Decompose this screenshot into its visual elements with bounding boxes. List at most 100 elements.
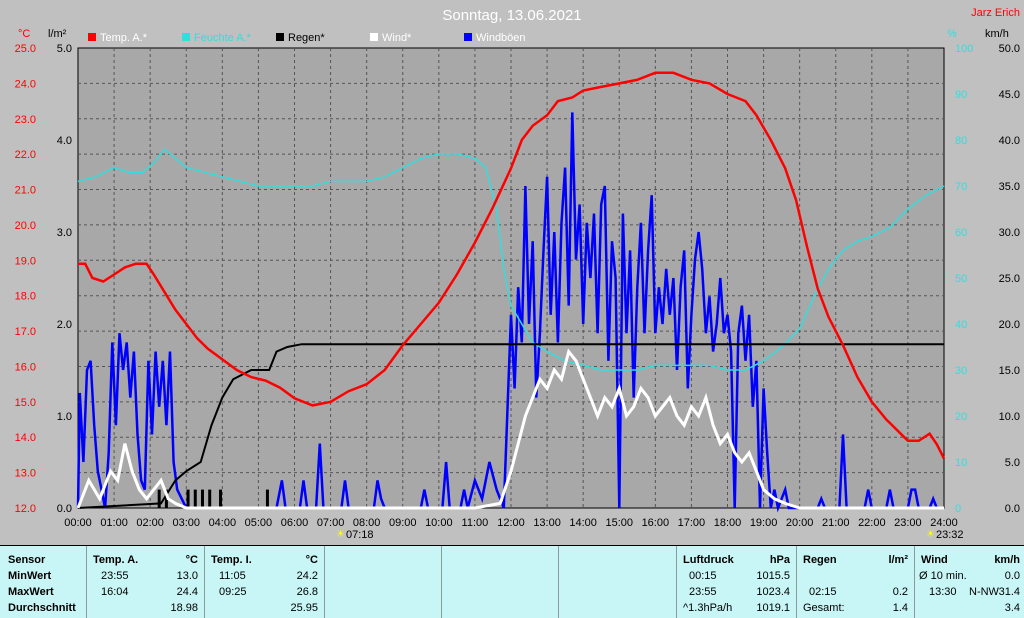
temp-i-min: 24.2 [296,570,318,582]
temp-tick-label: 19.0 [15,255,36,267]
rain-bar [164,489,168,508]
rain-tick-label: 4.0 [57,135,72,147]
pressure-max-time: 23:55 [689,586,717,598]
summary-labels: Sensor MinWert MaxWert Durchschnitt [0,546,87,618]
temp-a-max: 24.4 [176,586,198,598]
summary-pressure: Luftdruck hPa 00:15 1015.5 23:55 1023.4 … [677,546,797,618]
summary-empty-2 [442,546,559,618]
grid-lines [78,48,944,508]
summary-temp-a: Temp. A. °C 23:55 13.0 16:04 24.4 18.98 [87,546,205,618]
wind-avg: 3.4 [1004,602,1020,614]
wind-max-time: 13:30 [929,586,957,598]
rain-max: 0.2 [892,586,908,598]
chart-title: Sonntag, 13.06.2021 [442,7,581,24]
temp-a-min: 13.0 [176,570,198,582]
legend-swatch-temp [88,33,96,41]
time-tick-label: 23:00 [894,517,922,529]
wind-max: 31.4 [998,586,1020,598]
temp-i-max-time: 09:25 [219,586,247,598]
temp-tick-label: 25.0 [15,43,36,55]
time-tick-label: 21:00 [822,517,850,529]
sunset-time: 23:32 [936,529,964,541]
wind-title: Wind [921,554,948,566]
legend-label-humidity: Feuchte A.* [194,32,252,44]
time-tick-label: 02:00 [136,517,164,529]
time-tick-label: 12:00 [497,517,525,529]
sunrise-time: 07:18 [346,529,374,541]
series-group [76,71,946,513]
legend: Temp. A.* Feuchte A.* Regen* Wind* Windb… [88,32,526,44]
rain-unit: l/m² [888,554,908,566]
sunrise-icon: ☀ [336,529,345,540]
legend-swatch-wind [370,33,378,41]
temp-a-min-time: 23:55 [101,570,129,582]
unit-wind: km/h [985,28,1009,40]
temp-tick-label: 17.0 [15,326,36,338]
rain-total: 1.4 [892,602,908,614]
summary-empty-3 [559,546,677,618]
legend-label-temp: Temp. A.* [100,32,148,44]
legend-label-gusts: Windböen [476,32,526,44]
unit-rain: l/m² [48,28,67,40]
rain-bars [157,489,269,508]
time-tick-label: 19:00 [750,517,778,529]
humidity-tick-label: 50 [955,273,967,285]
wind-tick-label: 40.0 [999,135,1020,147]
wind-tick-label: 35.0 [999,181,1020,193]
temp-a-avg: 18.98 [170,602,198,614]
rain-bar [208,489,212,508]
temp-i-unit: °C [305,554,318,566]
summary-rain: Regen l/m² 02:15 0.2 Gesamt: 1.4 [797,546,915,618]
humidity-tick-label: 30 [955,365,967,377]
rain-title: Regen [803,554,837,566]
pressure-title: Luftdruck [683,554,734,566]
temp-tick-label: 16.0 [15,361,36,373]
temp-a-max-time: 16:04 [101,586,129,598]
humidity-tick-label: 10 [955,457,967,469]
series-temperature [78,71,946,460]
wind-tick-label: 5.0 [1005,457,1020,469]
temp-tick-label: 24.0 [15,78,36,90]
pressure-max: 1023.4 [756,586,790,598]
temp-tick-label: 21.0 [15,185,36,197]
wind-10min-label: Ø 10 min. [919,570,967,582]
summary-temp-i: Temp. I. °C 11:05 24.2 09:25 26.8 25.95 [205,546,325,618]
legend-swatch-humidity [182,33,190,41]
sunrise-marker: ☀ 07:18 [336,529,374,541]
humidity-tick-label: 60 [955,227,967,239]
author-label: Jarz Erich [971,7,1020,19]
series-rain [77,343,944,509]
wind-tick-label: 0.0 [1005,503,1020,515]
time-tick-label: 14:00 [569,517,597,529]
wind-tick-label: 20.0 [999,319,1020,331]
temp-i-title: Temp. I. [211,554,252,566]
row-label-avg: Durchschnitt [8,602,76,614]
rain-tick-label: 1.0 [57,411,72,423]
wind-tick-label: 15.0 [999,365,1020,377]
wind-max-dir: N-NW [969,586,999,598]
rain-bar [219,489,223,508]
legend-swatch-gusts [464,33,472,41]
series-gusts [76,112,944,513]
temp-tick-label: 13.0 [15,468,36,480]
axis-labels: 25.0 24.0 23.0 22.0 21.0 20.0 19.0 18.0 17.0 16.0… [15,43,1020,529]
temp-tick-label: 18.0 [15,291,36,303]
wind-tick-label: 45.0 [999,89,1020,101]
series-humidity [77,148,945,371]
wind-10min-value: 0.0 [1004,570,1020,582]
humidity-tick-label: 90 [955,89,967,101]
temp-i-avg: 25.95 [290,602,318,614]
time-tick-label: 18:00 [714,517,742,529]
time-tick-label: 04:00 [209,517,237,529]
rain-bar [157,489,161,508]
rain-tick-label: 0.0 [57,503,72,515]
summary-wind: Wind km/h Ø 10 min. 0.0 13:30 N-NW 31.4 … [915,546,1024,618]
time-tick-label: 24:00 [930,517,958,529]
rain-tick-label: 5.0 [57,43,72,55]
unit-temp: °C [18,28,30,40]
time-tick-label: 16:00 [642,517,670,529]
temp-tick-label: 20.0 [15,220,36,232]
humidity-tick-label: 70 [955,181,967,193]
temp-tick-label: 23.0 [15,114,36,126]
temp-a-title: Temp. A. [93,554,139,566]
